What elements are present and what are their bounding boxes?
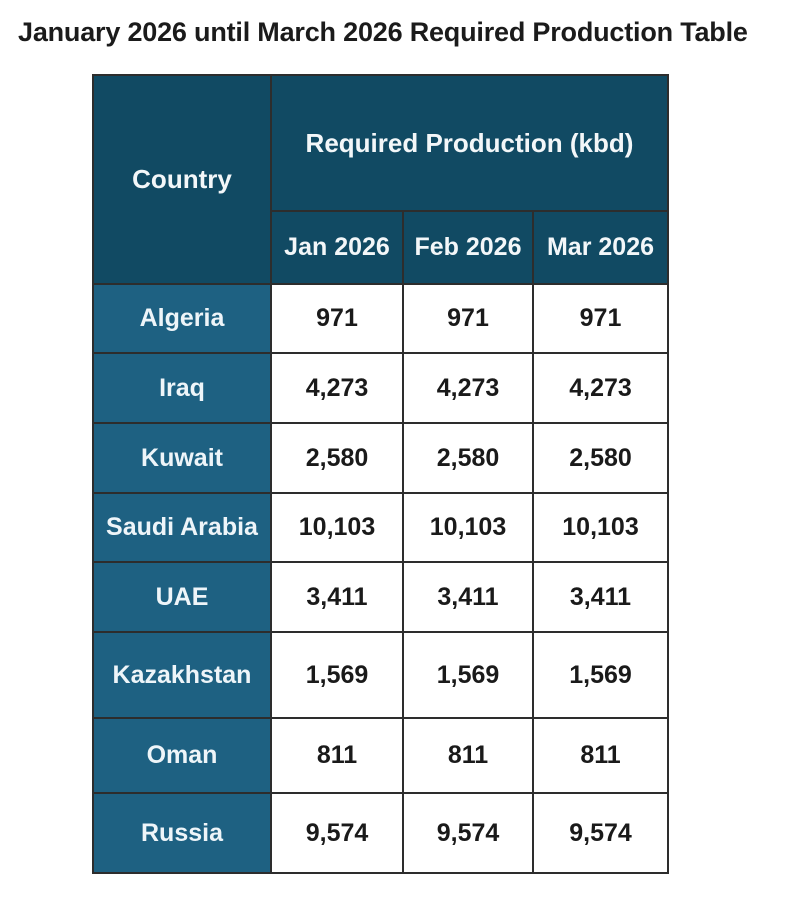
- table-row: Kuwait 2,580 2,580 2,580: [92, 422, 669, 494]
- value-cell: 9,574: [532, 792, 669, 874]
- header-feb-2026: Feb 2026: [402, 210, 534, 285]
- table-row: Russia 9,574 9,574 9,574: [92, 792, 669, 874]
- page-title: January 2026 until March 2026 Required P…: [18, 17, 748, 47]
- country-cell: Kuwait: [92, 422, 272, 494]
- header-row-group: Country Required Production (kbd): [92, 74, 669, 285]
- value-cell: 9,574: [402, 792, 534, 874]
- value-cell: 10,103: [402, 492, 534, 563]
- value-cell: 1,569: [532, 631, 669, 719]
- country-cell: UAE: [92, 561, 272, 633]
- value-cell: 1,569: [270, 631, 404, 719]
- header-row-months: Jan 2026 Feb 2026 Mar 2026: [93, 210, 669, 285]
- table-row: Kazakhstan 1,569 1,569 1,569: [92, 631, 669, 719]
- value-cell: 2,580: [532, 422, 669, 494]
- value-cell: 2,580: [270, 422, 404, 494]
- table-row: Iraq 4,273 4,273 4,273: [92, 352, 669, 424]
- table-row: Saudi Arabia 10,103 10,103 10,103: [92, 492, 669, 563]
- value-cell: 971: [270, 283, 404, 354]
- country-cell: Russia: [92, 792, 272, 874]
- value-cell: 3,411: [270, 561, 404, 633]
- value-cell: 10,103: [270, 492, 404, 563]
- value-cell: 4,273: [532, 352, 669, 424]
- country-cell: Saudi Arabia: [92, 492, 272, 563]
- header-jan-2026: Jan 2026: [270, 210, 404, 285]
- country-cell: Kazakhstan: [92, 631, 272, 719]
- value-cell: 4,273: [402, 352, 534, 424]
- value-cell: 971: [532, 283, 669, 354]
- required-production-table: Country Required Production (kbd) Jan 20…: [92, 74, 669, 874]
- value-cell: 811: [270, 717, 404, 794]
- value-cell: 10,103: [532, 492, 669, 563]
- value-cell: 811: [402, 717, 534, 794]
- header-country: Country: [92, 74, 272, 285]
- table-row: Oman 811 811 811: [92, 717, 669, 794]
- value-cell: 2,580: [402, 422, 534, 494]
- header-required-production: Required Production (kbd): [270, 74, 669, 212]
- value-cell: 3,411: [532, 561, 669, 633]
- value-cell: 811: [532, 717, 669, 794]
- value-cell: 4,273: [270, 352, 404, 424]
- value-cell: 971: [402, 283, 534, 354]
- value-cell: 9,574: [270, 792, 404, 874]
- value-cell: 3,411: [402, 561, 534, 633]
- country-cell: Oman: [92, 717, 272, 794]
- table-row: UAE 3,411 3,411 3,411: [92, 561, 669, 633]
- table-row: Algeria 971 971 971: [92, 283, 669, 354]
- country-cell: Algeria: [92, 283, 272, 354]
- value-cell: 1,569: [402, 631, 534, 719]
- country-cell: Iraq: [92, 352, 272, 424]
- header-mar-2026: Mar 2026: [532, 210, 669, 285]
